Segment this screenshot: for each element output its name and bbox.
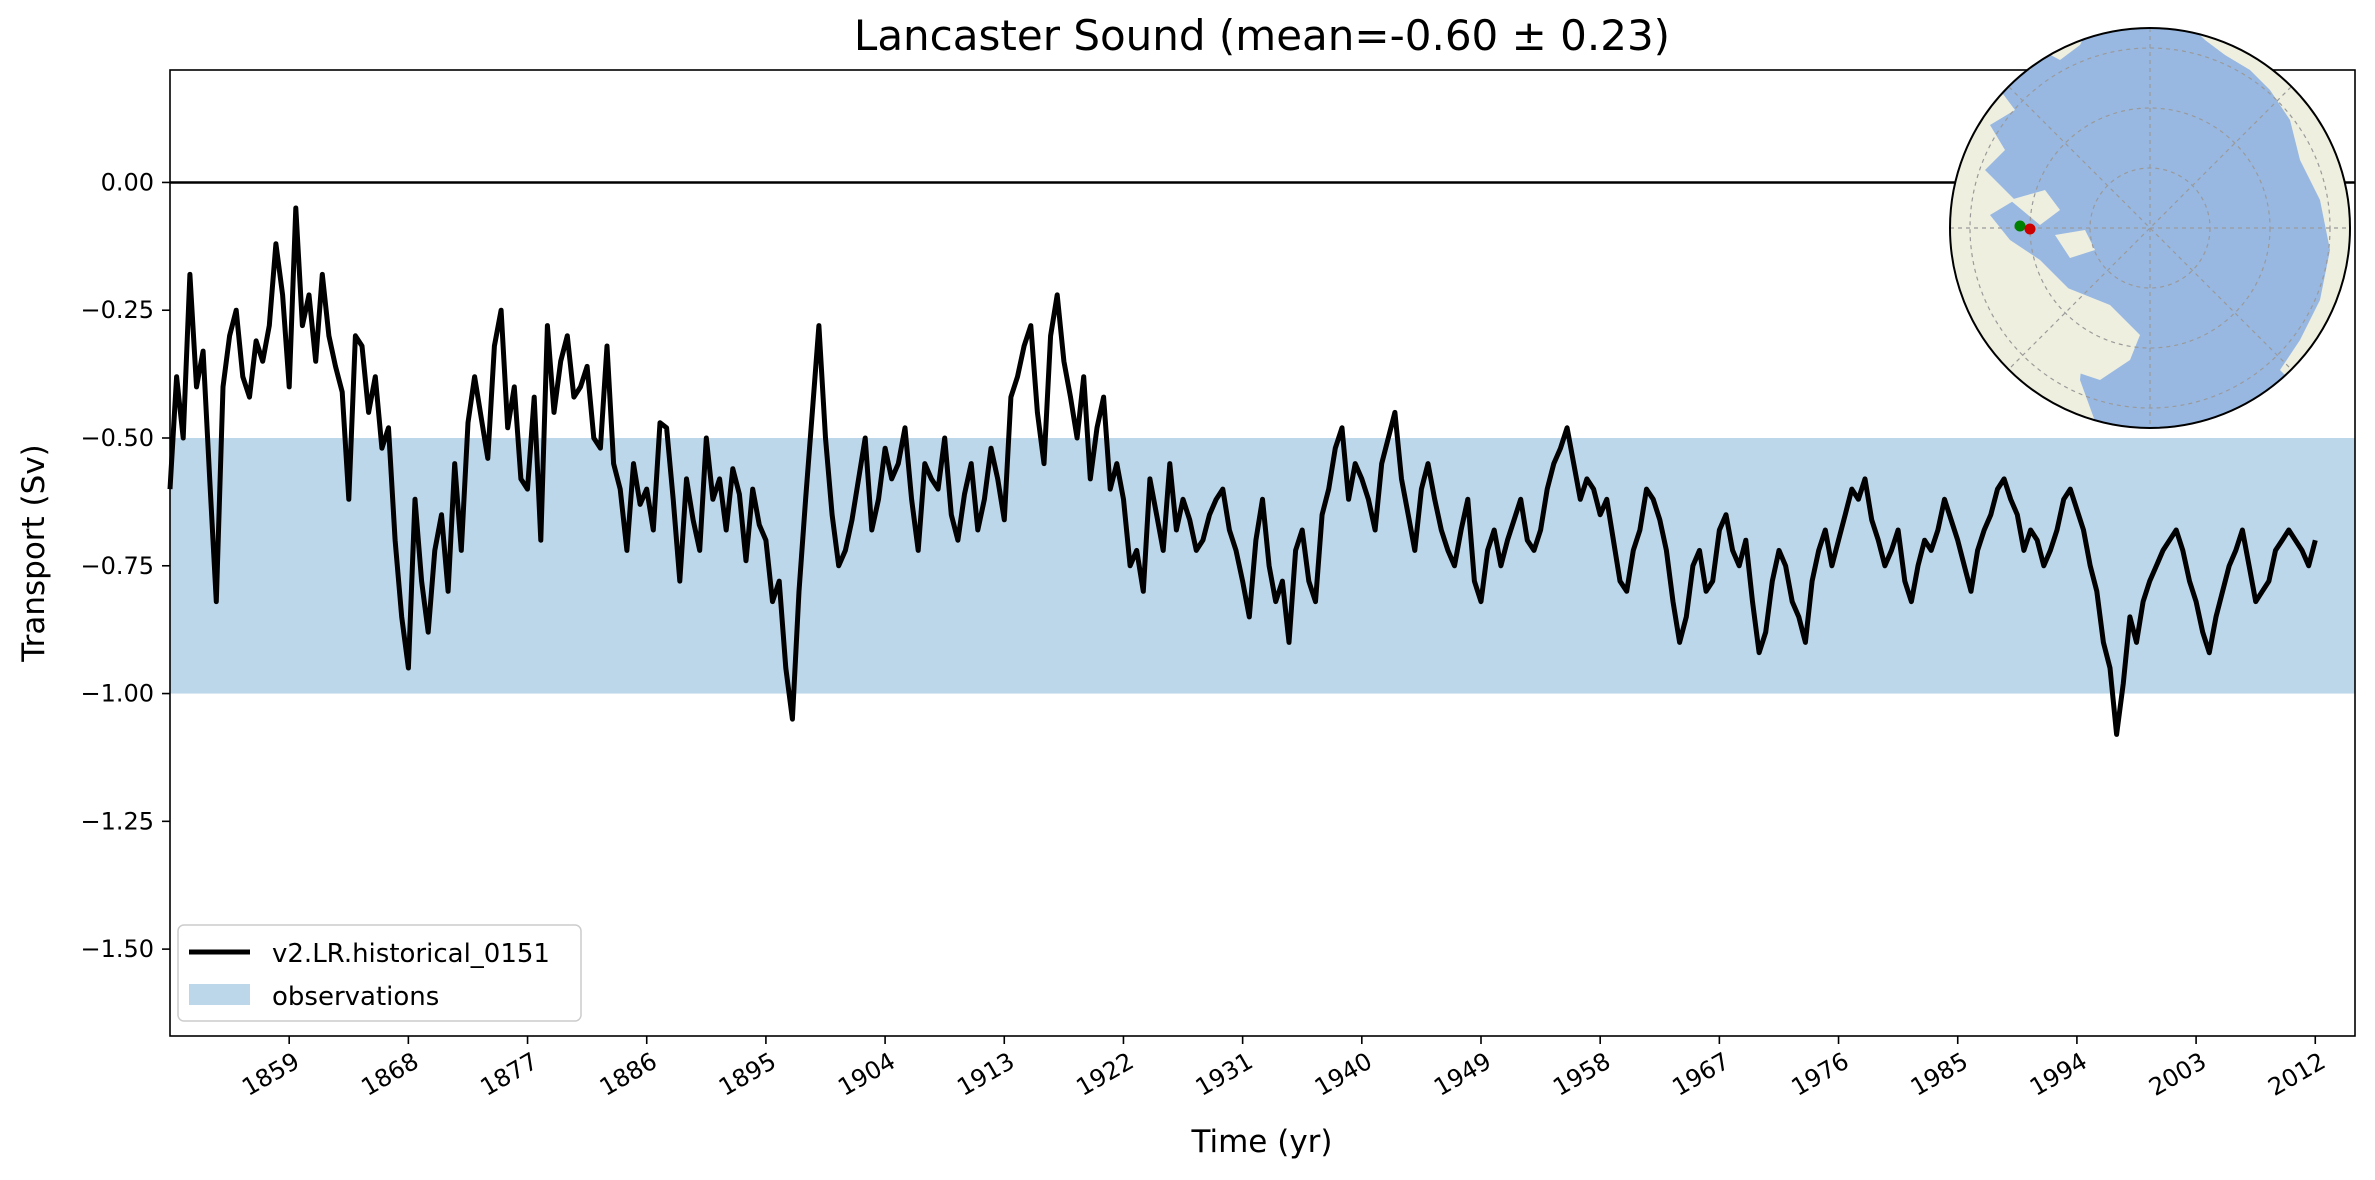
map-border (1949, 27, 2351, 429)
y-axis-ticks: 0.00 −0.25 −0.50 −0.75 −1.00 −1.25 −1.50 (80, 168, 170, 963)
y-tick-label: −1.50 (80, 935, 154, 963)
legend-label-observations: observations (272, 982, 439, 1012)
legend-label-series: v2.LR.historical_0151 (272, 939, 550, 969)
y-tick-label: −1.25 (80, 807, 154, 835)
legend: v2.LR.historical_0151 observations (177, 924, 582, 1022)
y-tick-label: −0.25 (80, 296, 154, 324)
plot-frame (169, 69, 2356, 1037)
y-tick-label: −0.50 (80, 424, 154, 452)
map-land-greenland (2020, 285, 2140, 380)
legend-patch-swatch (189, 984, 250, 1005)
legend-frame (177, 924, 582, 1022)
y-tick-label: −1.00 (80, 680, 154, 708)
inset-polar-map (1949, 27, 2351, 429)
y-tick-label: −0.75 (80, 552, 154, 580)
y-tick-label: 0.00 (101, 168, 154, 196)
section-end-marker (2024, 223, 2036, 235)
map-land-eurasia (2190, 28, 2350, 390)
section-start-marker (2014, 220, 2026, 232)
chart-title: Lancaster Sound (mean=-0.60 ± 0.23) (854, 11, 1670, 60)
series-line (167, 205, 2318, 737)
observations-band (170, 438, 2355, 694)
y-axis-label: Transport (Sv) (16, 444, 52, 663)
x-axis-label: Time (yr) (1191, 1124, 1333, 1160)
